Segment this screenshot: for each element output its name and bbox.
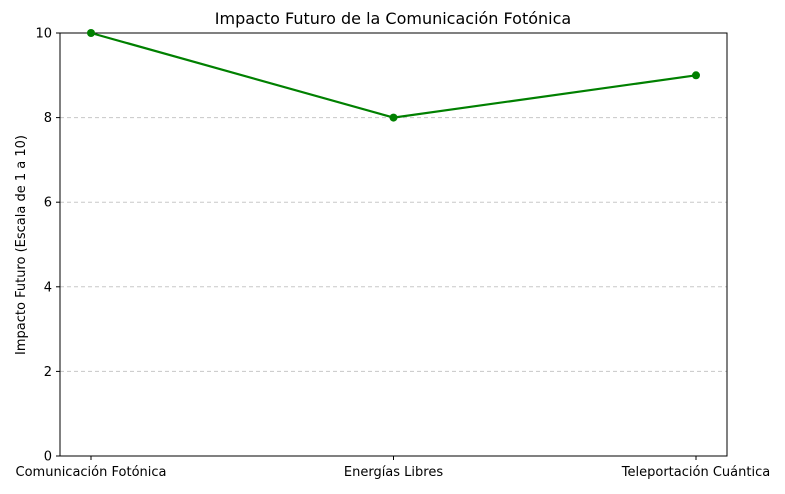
y-tick-label: 8 [44, 111, 52, 126]
x-tick-label: Energías Libres [344, 465, 443, 480]
series-line [90, 31, 697, 119]
chart-title: Impacto Futuro de la Comunicación Fotóni… [215, 9, 571, 28]
grid-lines [60, 117, 727, 372]
x-tick-label: Teleportación Cuántica [621, 465, 770, 480]
plot-frame [59, 32, 728, 457]
axes [59, 32, 728, 457]
y-tick-label: 10 [35, 27, 52, 42]
y-tick-label: 0 [44, 450, 52, 465]
tick-marks: 0 2 4 6 8 10 Comunicación Fotónica Energías Lib… [16, 27, 771, 481]
y-axis-label: Impacto Futuro (Escala de 1 a 10) [14, 135, 29, 355]
data-series [87, 29, 700, 122]
y-tick-label: 4 [44, 280, 52, 295]
data-point [87, 29, 95, 37]
x-tick-label: Comunicación Fotónica [16, 465, 167, 480]
y-tick-label: 6 [44, 196, 52, 211]
y-tick-label: 2 [44, 365, 52, 380]
data-point [389, 113, 398, 122]
data-point [692, 71, 700, 80]
